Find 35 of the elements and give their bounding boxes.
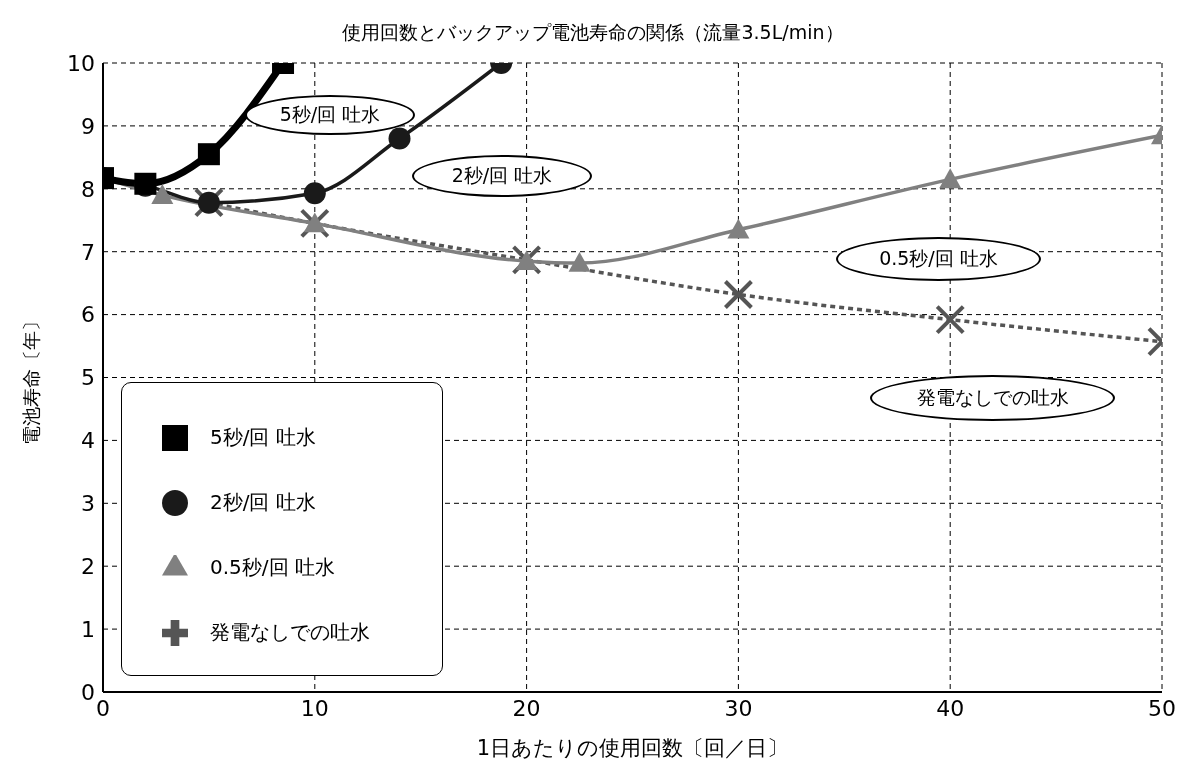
y-axis-title: 電池寿命〔年〕 (18, 311, 42, 444)
chart-title: 使用回数とバックアップ電池寿命の関係（流量3.5L/min） (341, 20, 845, 45)
callout-bubble: 0.5秒/回 吐水 (836, 237, 1041, 281)
y-tick-label: 4 (81, 428, 95, 454)
point (568, 252, 591, 272)
callout-bubble: 5秒/回 吐水 (245, 95, 415, 135)
y-tick-label: 6 (81, 302, 95, 328)
y-tick-label: 5 (81, 365, 95, 391)
y-tick-label: 7 (81, 239, 95, 265)
callout-bubble: 2秒/回 吐水 (412, 155, 592, 197)
y-tick-label: 0 (81, 679, 95, 705)
x-tick-label: 50 (1148, 695, 1176, 721)
y-tick-label: 9 (81, 113, 95, 139)
legend-label: 発電なしでの吐水 (210, 619, 370, 646)
x-tick-label: 30 (724, 695, 753, 721)
x-axis-title: 1日あたりの使用回数〔回／日〕 (475, 735, 790, 762)
callout-bubble: 発電なしでの吐水 (870, 375, 1115, 421)
point (388, 127, 411, 150)
point (303, 182, 326, 205)
x-tick-label: 10 (300, 695, 329, 721)
point (939, 168, 962, 189)
x-tick-label: 40 (936, 695, 965, 721)
y-tick-label: 10 (67, 50, 95, 76)
legend-label: 5秒/回 吐水 (210, 424, 316, 451)
y-tick-label: 2 (81, 554, 95, 580)
y-tick-label: 1 (81, 616, 95, 642)
legend-label: 0.5秒/回 吐水 (210, 554, 335, 581)
y-tick-label: 3 (81, 491, 95, 517)
point (303, 212, 326, 233)
legend-label: 2秒/回 吐水 (210, 489, 316, 516)
point (727, 218, 750, 239)
point (197, 143, 220, 166)
x-tick-label: 20 (512, 695, 541, 721)
point (151, 184, 174, 204)
y-tick-label: 8 (81, 176, 95, 202)
